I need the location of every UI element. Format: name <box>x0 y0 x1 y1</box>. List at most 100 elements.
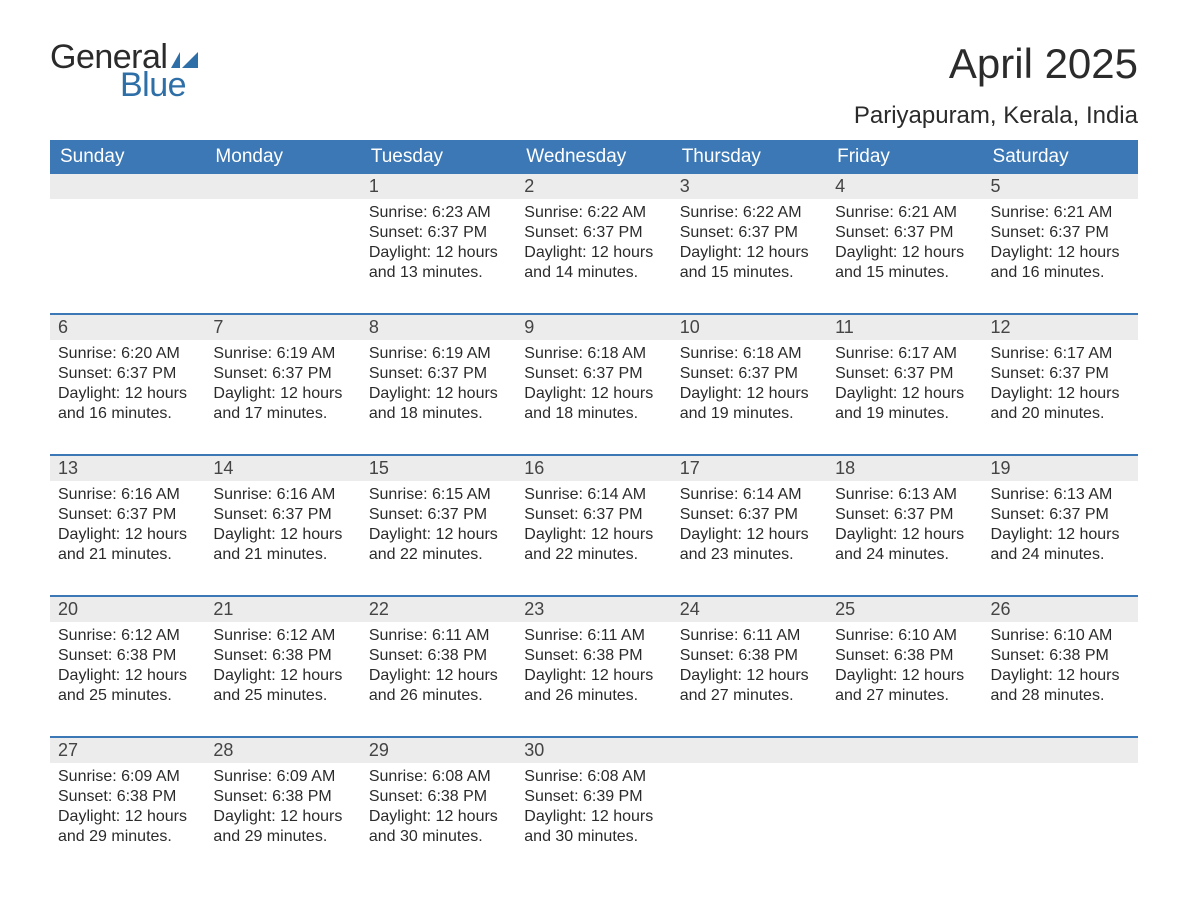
day-number: 16 <box>524 458 544 478</box>
day-number: 18 <box>835 458 855 478</box>
dl1-text: Daylight: 12 hours <box>58 525 197 545</box>
sunset-text: Sunset: 6:37 PM <box>213 505 352 525</box>
day-content-cell: Sunrise: 6:09 AMSunset: 6:38 PMDaylight:… <box>50 763 205 875</box>
date-number-cell: 22 <box>361 596 516 622</box>
date-number-cell: 17 <box>672 455 827 481</box>
dl2-text: and 19 minutes. <box>680 404 819 424</box>
dow-friday: Friday <box>827 140 982 174</box>
date-number-cell <box>50 174 205 199</box>
dl1-text: Daylight: 12 hours <box>991 525 1130 545</box>
sunrise-text: Sunrise: 6:18 AM <box>680 344 819 364</box>
dl1-text: Daylight: 12 hours <box>835 525 974 545</box>
dl1-text: Daylight: 12 hours <box>835 666 974 686</box>
dl1-text: Daylight: 12 hours <box>369 384 508 404</box>
sunrise-text: Sunrise: 6:19 AM <box>369 344 508 364</box>
day-number: 5 <box>991 176 1001 196</box>
sunrise-text: Sunrise: 6:14 AM <box>524 485 663 505</box>
sunrise-text: Sunrise: 6:09 AM <box>58 767 197 787</box>
sunrise-text: Sunrise: 6:16 AM <box>213 485 352 505</box>
dl1-text: Daylight: 12 hours <box>835 243 974 263</box>
date-number-cell: 21 <box>205 596 360 622</box>
sunrise-text: Sunrise: 6:23 AM <box>369 203 508 223</box>
sunrise-text: Sunrise: 6:16 AM <box>58 485 197 505</box>
dl1-text: Daylight: 12 hours <box>524 807 663 827</box>
dl1-text: Daylight: 12 hours <box>991 666 1130 686</box>
sunrise-text: Sunrise: 6:11 AM <box>369 626 508 646</box>
date-number-cell <box>983 737 1138 763</box>
sunset-text: Sunset: 6:37 PM <box>680 223 819 243</box>
day-number: 20 <box>58 599 78 619</box>
day-content-cell: Sunrise: 6:09 AMSunset: 6:38 PMDaylight:… <box>205 763 360 875</box>
sunrise-text: Sunrise: 6:08 AM <box>524 767 663 787</box>
day-number: 25 <box>835 599 855 619</box>
dl1-text: Daylight: 12 hours <box>213 384 352 404</box>
day-content-cell: Sunrise: 6:08 AMSunset: 6:39 PMDaylight:… <box>516 763 671 875</box>
sunset-text: Sunset: 6:38 PM <box>369 646 508 666</box>
day-content-cell <box>983 763 1138 875</box>
sunset-text: Sunset: 6:37 PM <box>524 223 663 243</box>
day-content-cell <box>672 763 827 875</box>
title-block: April 2025 Pariyapuram, Kerala, India <box>854 40 1138 130</box>
day-content-cell: Sunrise: 6:12 AMSunset: 6:38 PMDaylight:… <box>205 622 360 737</box>
day-number: 12 <box>991 317 1011 337</box>
day-content-cell: Sunrise: 6:14 AMSunset: 6:37 PMDaylight:… <box>672 481 827 596</box>
day-number: 10 <box>680 317 700 337</box>
sunrise-text: Sunrise: 6:15 AM <box>369 485 508 505</box>
sunrise-text: Sunrise: 6:08 AM <box>369 767 508 787</box>
date-number-cell: 14 <box>205 455 360 481</box>
dl2-text: and 29 minutes. <box>58 827 197 847</box>
day-content-cell: Sunrise: 6:13 AMSunset: 6:37 PMDaylight:… <box>827 481 982 596</box>
dl1-text: Daylight: 12 hours <box>369 243 508 263</box>
day-content-row: Sunrise: 6:20 AMSunset: 6:37 PMDaylight:… <box>50 340 1138 455</box>
date-number-cell <box>205 174 360 199</box>
sunset-text: Sunset: 6:37 PM <box>58 364 197 384</box>
sunrise-text: Sunrise: 6:12 AM <box>213 626 352 646</box>
sunrise-text: Sunrise: 6:22 AM <box>524 203 663 223</box>
day-content-row: Sunrise: 6:09 AM Sunset: 6:38 PM Daylight:… <box>50 763 1138 875</box>
day-number: 13 <box>58 458 78 478</box>
dl2-text: and 14 minutes. <box>524 263 663 283</box>
day-number: 1 <box>369 176 379 196</box>
dl2-text: and 21 minutes. <box>213 545 352 565</box>
dl1-text: Daylight: 12 hours <box>524 384 663 404</box>
sunset-text: Sunset: 6:37 PM <box>991 364 1130 384</box>
day-content-row: Sunrise: 6:23 AMSunset: 6:37 PMDaylight:… <box>50 199 1138 314</box>
day-content-cell: Sunrise: 6:11 AMSunset: 6:38 PMDaylight:… <box>672 622 827 737</box>
date-number-row: 27282930 <box>50 737 1138 763</box>
date-number-cell: 3 <box>672 174 827 199</box>
dl2-text: and 17 minutes. <box>213 404 352 424</box>
sunrise-text: Sunrise: 6:12 AM <box>58 626 197 646</box>
dow-tuesday: Tuesday <box>361 140 516 174</box>
day-content-cell: Sunrise: 6:15 AMSunset: 6:37 PMDaylight:… <box>361 481 516 596</box>
dl2-text: and 25 minutes. <box>213 686 352 706</box>
dl2-text: and 18 minutes. <box>524 404 663 424</box>
day-number: 4 <box>835 176 845 196</box>
dl2-text: and 21 minutes. <box>58 545 197 565</box>
dow-wednesday: Wednesday <box>516 140 671 174</box>
day-number: 24 <box>680 599 700 619</box>
day-number: 11 <box>835 317 854 337</box>
dl1-text: Daylight: 12 hours <box>680 243 819 263</box>
date-number-cell: 29 <box>361 737 516 763</box>
sunset-text: Sunset: 6:37 PM <box>680 505 819 525</box>
day-number: 7 <box>213 317 223 337</box>
sunset-text: Sunset: 6:38 PM <box>369 787 508 807</box>
day-number: 15 <box>369 458 389 478</box>
dl1-text: Daylight: 12 hours <box>58 666 197 686</box>
sunrise-text: Sunrise: 6:14 AM <box>680 485 819 505</box>
dl2-text: and 26 minutes. <box>369 686 508 706</box>
date-number-cell: 13 <box>50 455 205 481</box>
day-content-cell: Sunrise: 6:19 AMSunset: 6:37 PMDaylight:… <box>205 340 360 455</box>
dl2-text: and 15 minutes. <box>680 263 819 283</box>
day-content-cell: Sunrise: 6:17 AMSunset: 6:37 PMDaylight:… <box>827 340 982 455</box>
dl1-text: Daylight: 12 hours <box>680 666 819 686</box>
sunrise-text: Sunrise: 6:20 AM <box>58 344 197 364</box>
sunrise-text: Sunrise: 6:18 AM <box>524 344 663 364</box>
dl2-text: and 23 minutes. <box>680 545 819 565</box>
day-content-cell: Sunrise: 6:11 AMSunset: 6:38 PMDaylight:… <box>516 622 671 737</box>
date-number-row: 13141516171819 <box>50 455 1138 481</box>
date-number-cell: 23 <box>516 596 671 622</box>
day-number: 30 <box>524 740 544 760</box>
sunset-text: Sunset: 6:37 PM <box>991 223 1130 243</box>
dl1-text: Daylight: 12 hours <box>369 525 508 545</box>
